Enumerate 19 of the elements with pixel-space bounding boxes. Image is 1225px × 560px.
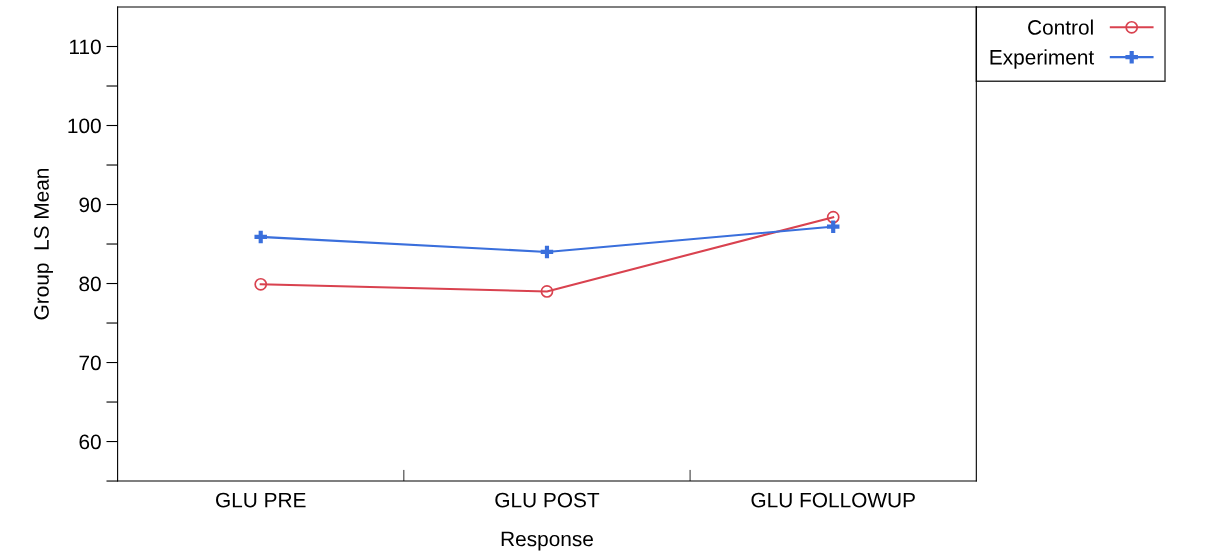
x-tick-label: GLU FOLLOWUP [751,492,915,508]
y-tick-label: 110 [70,39,101,55]
point [826,220,840,233]
y-tick-label: 70 [79,355,101,371]
y-tick-label: 100 [68,118,101,134]
x-tick-label: GLU PRE [216,492,306,508]
legend-label: Control [1028,19,1093,35]
x-axis-title: Response [501,531,593,551]
x-tick-label: GLU POST [495,492,600,508]
y-tick-label: 90 [79,197,101,213]
point [254,277,268,291]
y-tick-label: 60 [79,434,101,450]
legend-label: Experiment [990,49,1095,69]
point [254,230,267,244]
point [540,245,554,259]
y-tick-label: 80 [79,276,101,292]
point [826,210,840,224]
point [540,285,554,298]
y-axis-title: Group LS Mean [34,168,53,320]
